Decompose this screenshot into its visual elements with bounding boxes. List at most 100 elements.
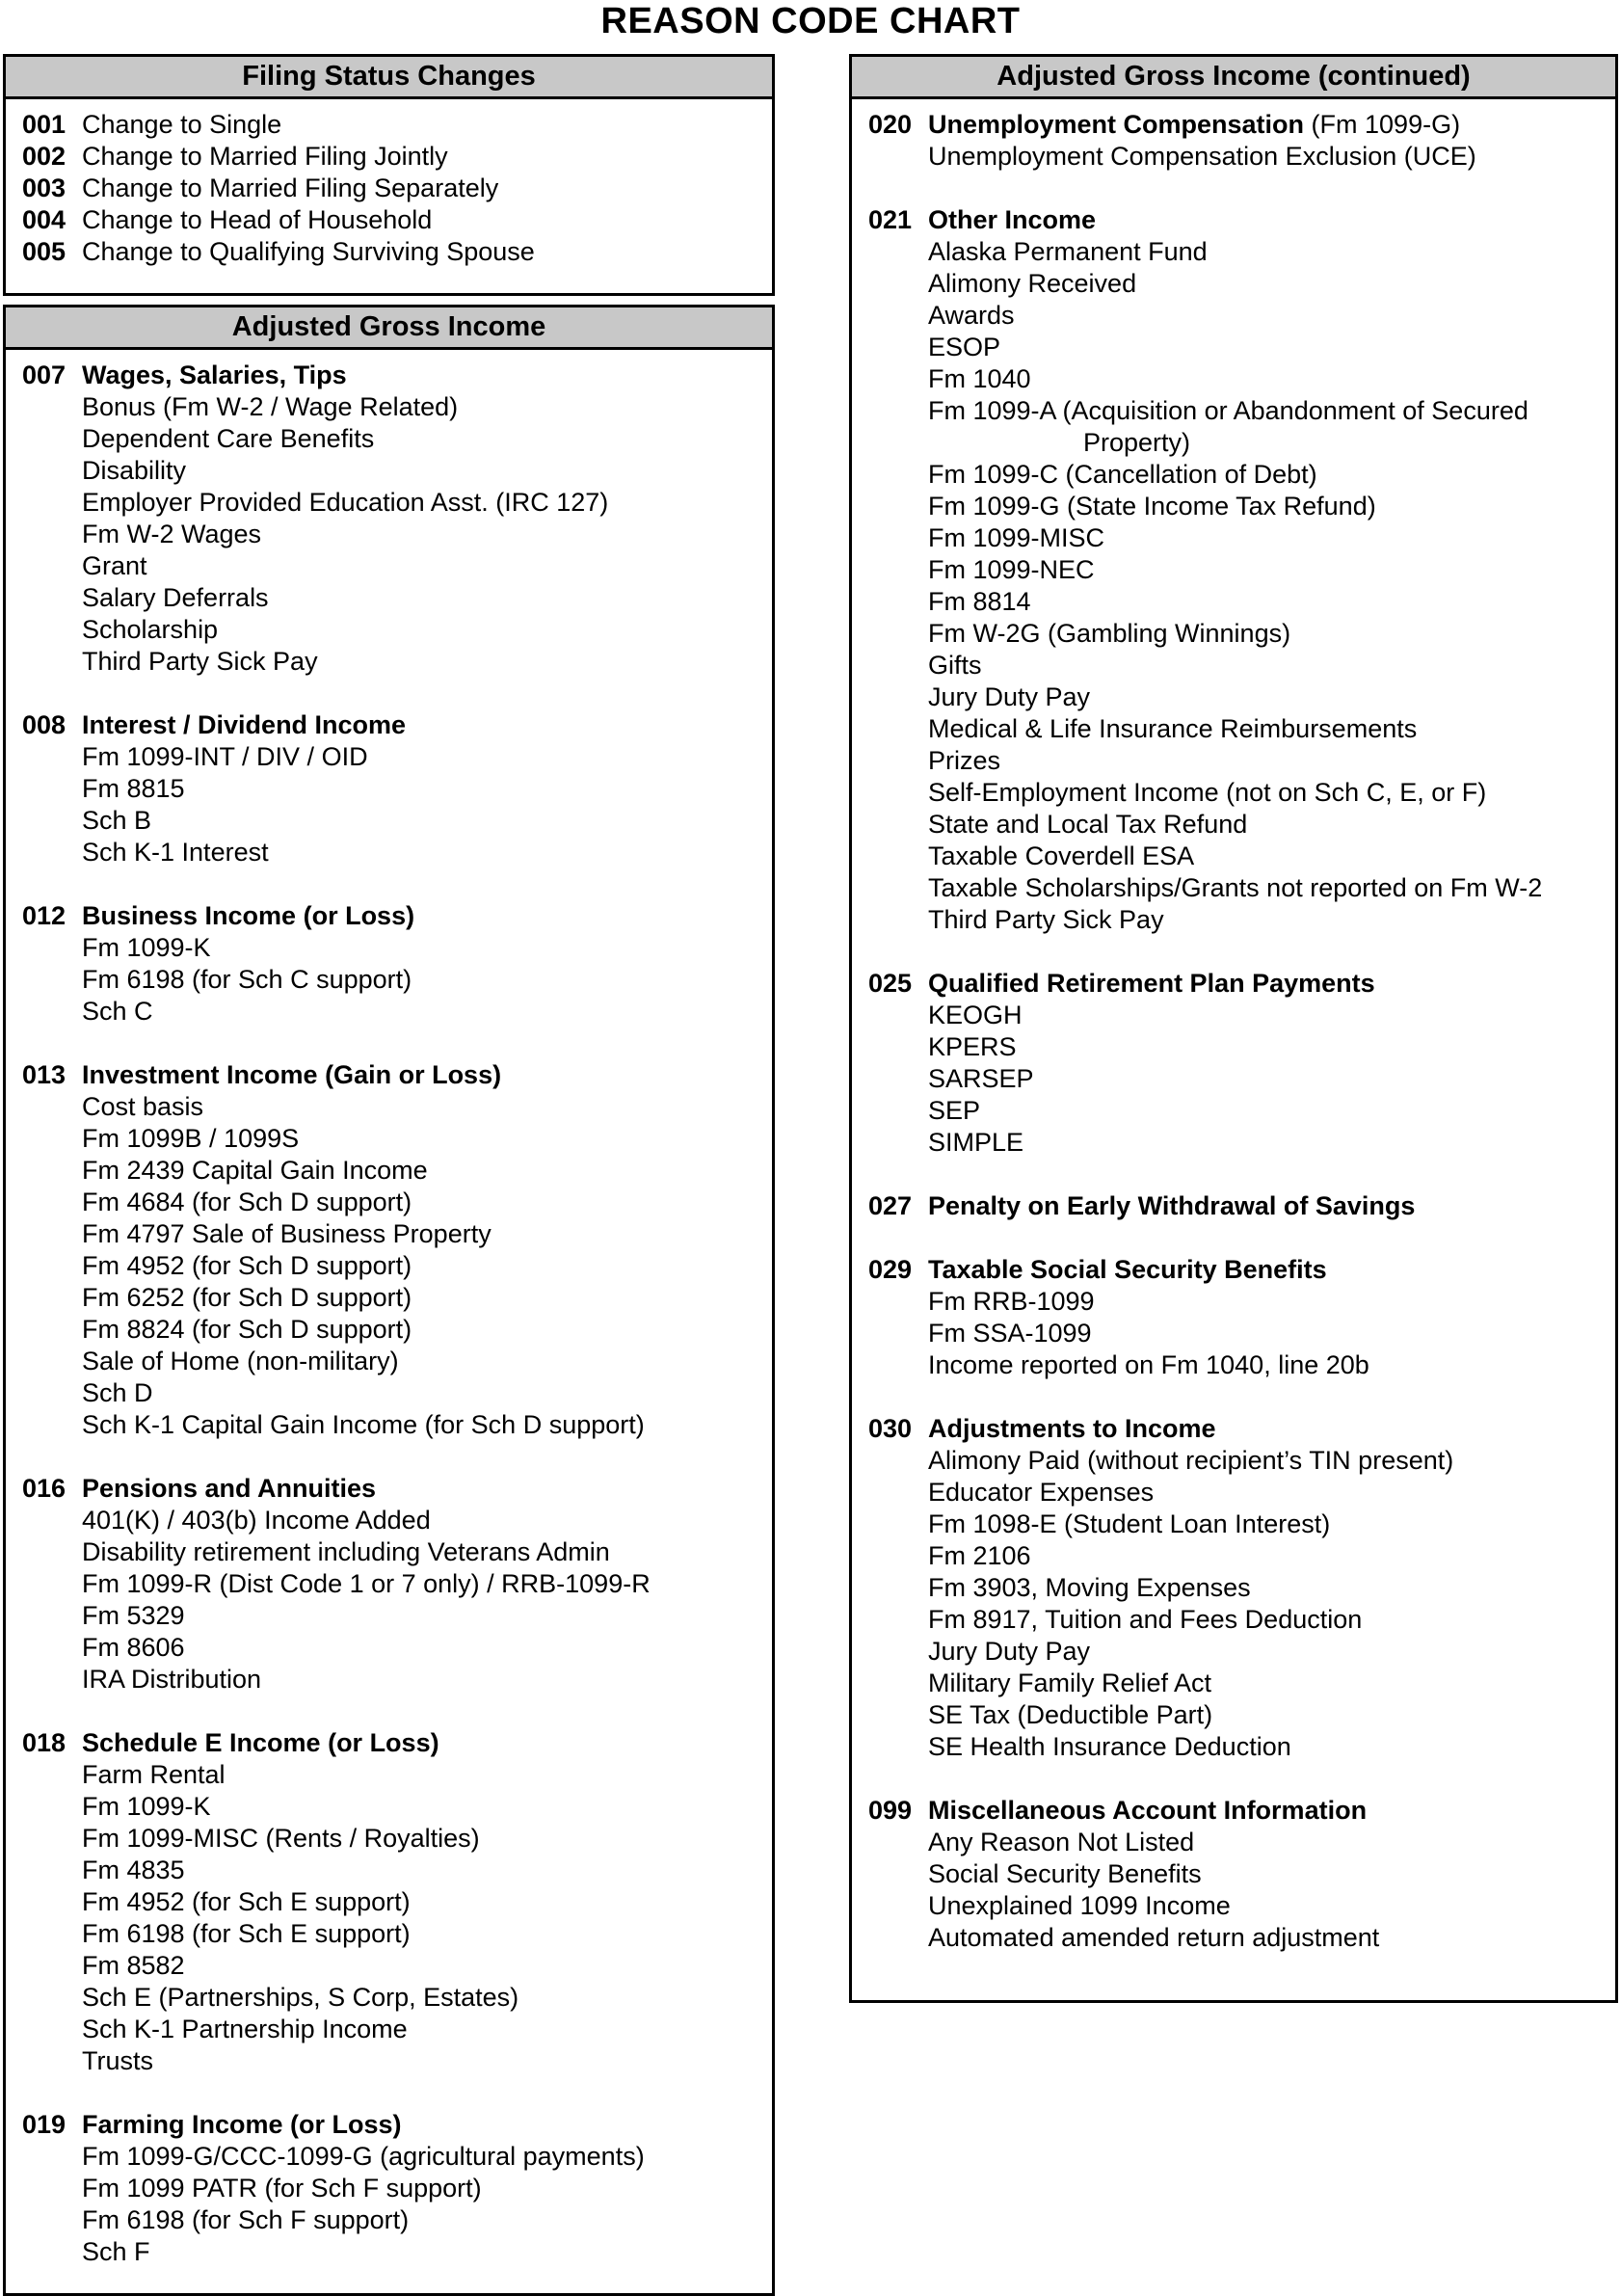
reason-section-099: 099 Miscellaneous Account Information Any … xyxy=(852,1795,1615,1954)
reason-item: SE Tax (Deductible Part) xyxy=(928,1700,1213,1729)
reason-item: Property) xyxy=(1083,428,1191,457)
reason-code-row: 007 Wages, Salaries, Tips xyxy=(6,360,772,391)
reason-code-row: 018 Schedule E Income (or Loss) xyxy=(6,1727,772,1759)
reason-code: 013 xyxy=(22,1060,66,1089)
box-adjusted-gross-income-continued: Adjusted Gross Income (continued) 020 Unem… xyxy=(849,54,1618,2003)
reason-item: Unexplained 1099 Income xyxy=(928,1891,1231,1920)
page-title: REASON CODE CHART xyxy=(600,1,1021,41)
box-adjusted-gross-income: Adjusted Gross Income 007 Wages, Salaries,… xyxy=(3,305,775,2296)
reason-section-021: 021 Other Income Alaska Permanent Fund Alim… xyxy=(852,204,1615,936)
reason-title-wrap: Other Income xyxy=(928,204,1615,236)
reason-title: Other Income xyxy=(928,205,1097,234)
box-header-adjusted-gross-income-continued: Adjusted Gross Income (continued) xyxy=(852,57,1615,99)
reason-title-wrap: Change to Qualifying Surviving Spouse xyxy=(82,236,772,268)
reason-item: Fm 1099-A (Acquisition or Abandonment of… xyxy=(928,396,1528,425)
reason-items: Bonus (Fm W-2 / Wage Related) Dependent C… xyxy=(6,391,772,678)
reason-items: Fm 1099-G/CCC-1099-G (agricultural payme… xyxy=(6,2141,772,2268)
reason-item: Prizes xyxy=(928,746,1001,775)
box-body: 007 Wages, Salaries, Tips Bonus (Fm W-2 / … xyxy=(6,350,772,2293)
reason-code: 004 xyxy=(22,205,66,234)
reason-title-wrap: Change to Single xyxy=(82,109,772,141)
reason-code-row: 027 Penalty on Early Withdrawal of Saving… xyxy=(852,1190,1615,1222)
reason-items: Cost basis Fm 1099B / 1099S Fm 2439 Capita… xyxy=(6,1091,772,1441)
chart-columns: Filing Status Changes 001 Change to Single… xyxy=(0,54,1621,2296)
reason-code: 019 xyxy=(22,2110,66,2139)
reason-item: Awards xyxy=(928,301,1015,330)
reason-item: Fm 8606 xyxy=(82,1633,185,1662)
reason-item: Sch F xyxy=(82,2237,150,2266)
column-right: Adjusted Gross Income (continued) 020 Unem… xyxy=(849,54,1618,2003)
reason-item: Alaska Permanent Fund xyxy=(928,237,1208,266)
reason-item: Fm 6198 (for Sch E support) xyxy=(82,1919,411,1948)
reason-item: Gifts xyxy=(928,651,982,680)
box-header-adjusted-gross-income: Adjusted Gross Income xyxy=(6,307,772,350)
reason-item: Disability retirement including Veterans… xyxy=(82,1537,610,1566)
reason-code: 003 xyxy=(22,174,66,202)
reason-title: Change to Single xyxy=(82,110,282,139)
reason-item: Fm 4835 xyxy=(82,1855,185,1884)
reason-item: Scholarship xyxy=(82,615,219,644)
reason-title: Qualified Retirement Plan Payments xyxy=(928,969,1375,998)
reason-code-row: 025 Qualified Retirement Plan Payments xyxy=(852,968,1615,1000)
reason-title-wrap: Taxable Social Security Benefits xyxy=(928,1254,1615,1286)
reason-title: Change to Head of Household xyxy=(82,205,433,234)
reason-item: Fm 1099-INT / DIV / OID xyxy=(82,742,368,771)
reason-item: Sch K-1 Capital Gain Income (for Sch D s… xyxy=(82,1410,645,1439)
reason-item: 401(K) / 403(b) Income Added xyxy=(82,1506,431,1535)
reason-item: Taxable Scholarships/Grants not reported… xyxy=(928,873,1543,902)
reason-code: 099 xyxy=(868,1796,913,1825)
reason-title: Taxable Social Security Benefits xyxy=(928,1255,1327,1284)
reason-code-row: 019 Farming Income (or Loss) xyxy=(6,2109,772,2141)
reason-item: Fm 5329 xyxy=(82,1601,185,1630)
reason-item: Fm 1099-MISC (Rents / Royalties) xyxy=(82,1824,480,1853)
reason-item: IRA Distribution xyxy=(82,1665,262,1694)
reason-item: Salary Deferrals xyxy=(82,583,269,612)
reason-item: Fm 4797 Sale of Business Property xyxy=(82,1219,492,1248)
reason-code: 001 xyxy=(22,110,66,139)
reason-item: Fm 1099-R (Dist Code 1 or 7 only) / RRB-… xyxy=(82,1569,651,1598)
reason-code: 030 xyxy=(868,1414,913,1443)
reason-items: Unemployment Compensation Exclusion (UCE… xyxy=(852,141,1615,173)
reason-code: 020 xyxy=(868,110,913,139)
reason-item: Self-Employment Income (not on Sch C, E,… xyxy=(928,778,1487,807)
reason-code: 029 xyxy=(868,1255,913,1284)
reason-section-007: 007 Wages, Salaries, Tips Bonus (Fm W-2 / … xyxy=(6,360,772,678)
reason-title: Change to Married Filing Separately xyxy=(82,174,499,202)
reason-code-row: 002 Change to Married Filing Jointly xyxy=(6,141,772,173)
reason-item: Farm Rental xyxy=(82,1760,226,1789)
reason-item: Fm 1098-E (Student Loan Interest) xyxy=(928,1509,1331,1538)
reason-code-row: 020 Unemployment Compensation (Fm 1099-G) xyxy=(852,109,1615,141)
reason-code: 005 xyxy=(22,237,66,266)
reason-section-030: 030 Adjustments to Income Alimony Paid (wi… xyxy=(852,1413,1615,1763)
reason-title-wrap: Change to Married Filing Jointly xyxy=(82,141,772,173)
reason-title-wrap: Investment Income (Gain or Loss) xyxy=(82,1059,772,1091)
reason-title: Change to Qualifying Surviving Spouse xyxy=(82,237,535,266)
reason-item: Medical & Life Insurance Reimbursements xyxy=(928,714,1418,743)
reason-item: Automated amended return adjustment xyxy=(928,1923,1380,1952)
reason-item: Fm 1099-NEC xyxy=(928,555,1095,584)
reason-title: Miscellaneous Account Information xyxy=(928,1796,1368,1825)
reason-title: Interest / Dividend Income xyxy=(82,710,407,739)
reason-item: Fm 4684 (for Sch D support) xyxy=(82,1188,412,1216)
reason-item: Sale of Home (non-military) xyxy=(82,1347,399,1375)
reason-section-027: 027 Penalty on Early Withdrawal of Saving… xyxy=(852,1190,1615,1222)
reason-item: Fm 8814 xyxy=(928,587,1031,616)
reason-item: Educator Expenses xyxy=(928,1478,1155,1507)
reason-title: Business Income (or Loss) xyxy=(82,901,415,930)
reason-section-016: 016 Pensions and Annuities 401(K) / 403(b)… xyxy=(6,1473,772,1695)
reason-item: Sch C xyxy=(82,997,153,1026)
box-body: 001 Change to Single 002 Change to Married … xyxy=(6,99,772,293)
reason-title: Unemployment Compensation xyxy=(928,110,1305,139)
column-left: Filing Status Changes 001 Change to Single… xyxy=(3,54,775,2296)
reason-items: Fm 1099-K Fm 6198 (for Sch C support) Sch … xyxy=(6,932,772,1028)
reason-item: Any Reason Not Listed xyxy=(928,1828,1195,1856)
reason-item: Fm 2106 xyxy=(928,1541,1031,1570)
reason-code: 016 xyxy=(22,1474,66,1503)
reason-section-019: 019 Farming Income (or Loss) Fm 1099-G/CCC… xyxy=(6,2109,772,2268)
reason-code-row: 003 Change to Married Filing Separately xyxy=(6,173,772,204)
reason-item: Fm 8815 xyxy=(82,774,185,803)
reason-item: Sch B xyxy=(82,806,152,835)
reason-item: Sch K-1 Partnership Income xyxy=(82,2015,408,2043)
reason-code: 027 xyxy=(868,1191,913,1220)
reason-item: Bonus (Fm W-2 / Wage Related) xyxy=(82,392,459,421)
